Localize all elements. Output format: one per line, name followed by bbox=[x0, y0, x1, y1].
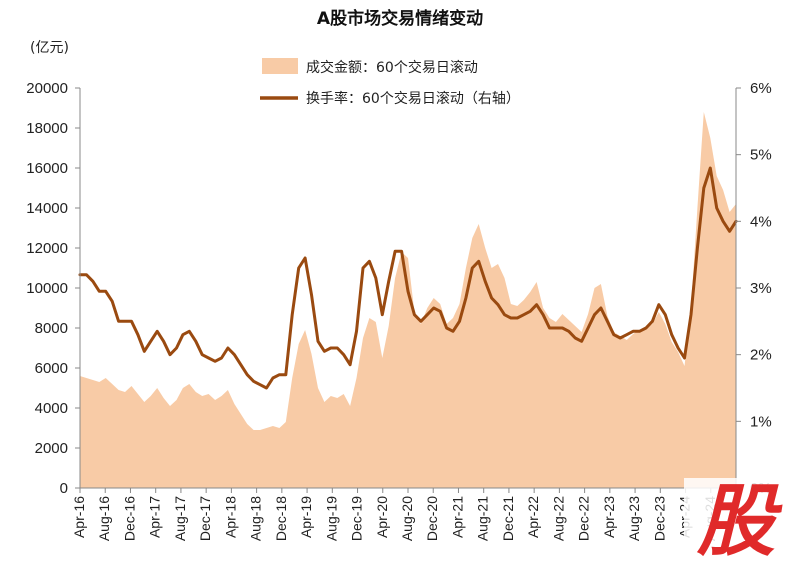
left-tick-label: 20000 bbox=[26, 80, 68, 97]
legend-line-label: 换手率：60个交易日滚动（右轴） bbox=[306, 90, 520, 107]
left-tick-label: 12000 bbox=[26, 240, 68, 257]
x-tick-label: Apr-22 bbox=[525, 496, 541, 538]
left-tick-label: 16000 bbox=[26, 160, 68, 177]
x-tick-label: Dec-17 bbox=[197, 496, 213, 541]
chart-title: A股市场交易情绪变动 bbox=[317, 8, 483, 29]
x-tick-label: Apr-16 bbox=[71, 496, 87, 538]
right-tick-label: 6% bbox=[750, 80, 772, 97]
x-tick-label: Apr-21 bbox=[449, 496, 465, 538]
x-tick-label: Aug-20 bbox=[399, 496, 415, 541]
x-axis-ticks: Apr-16 Aug-16 Dec-16 Apr-17 Aug-17 Dec-17 Apr-… bbox=[71, 488, 718, 541]
left-axis-unit: (亿元) bbox=[30, 40, 69, 56]
right-tick-label: 3% bbox=[750, 280, 772, 297]
x-tick-label: Aug-22 bbox=[550, 496, 566, 541]
line-series-path bbox=[78, 166, 738, 390]
left-tick-label: 6000 bbox=[35, 360, 68, 377]
watermark-logo: 股 bbox=[684, 477, 784, 567]
x-tick-label: Dec-18 bbox=[273, 496, 289, 541]
legend-area-label: 成交金额：60个交易日滚动 bbox=[306, 59, 478, 76]
left-axis-ticks: 0 2000 4000 6000 8000 10000 12000 14000 16000 180… bbox=[26, 80, 80, 497]
x-tick-label: Aug-21 bbox=[475, 496, 491, 541]
x-tick-label: Aug-23 bbox=[626, 496, 642, 541]
turnover-amount-area bbox=[80, 112, 736, 488]
watermark-glyph: 股 bbox=[696, 477, 783, 567]
legend-area-swatch bbox=[262, 58, 298, 74]
x-tick-label: Dec-19 bbox=[349, 496, 365, 541]
x-tick-label: Aug-18 bbox=[248, 496, 264, 541]
right-tick-label: 4% bbox=[750, 213, 772, 230]
x-tick-label: Apr-20 bbox=[374, 496, 390, 538]
left-tick-label: 18000 bbox=[26, 120, 68, 137]
left-tick-label: 14000 bbox=[26, 200, 68, 217]
left-tick-label: 2000 bbox=[35, 440, 68, 457]
x-tick-label: Dec-16 bbox=[121, 496, 137, 541]
x-tick-label: Aug-19 bbox=[323, 496, 339, 541]
left-tick-label: 4000 bbox=[35, 400, 68, 417]
x-tick-label: Apr-18 bbox=[222, 496, 238, 538]
left-tick-label: 8000 bbox=[35, 320, 68, 337]
x-tick-label: Dec-23 bbox=[651, 496, 667, 541]
left-tick-label: 0 bbox=[60, 480, 68, 497]
x-tick-label: Dec-22 bbox=[576, 496, 592, 541]
x-tick-label: Dec-21 bbox=[500, 496, 516, 541]
x-tick-label: Aug-17 bbox=[172, 496, 188, 541]
turnover-rate-line bbox=[78, 166, 738, 390]
x-tick-label: Aug-16 bbox=[96, 496, 112, 541]
x-tick-label: Dec-20 bbox=[424, 496, 440, 541]
legend: 成交金额：60个交易日滚动 换手率：60个交易日滚动（右轴） bbox=[260, 58, 520, 107]
x-tick-label: Apr-23 bbox=[601, 496, 617, 538]
right-tick-label: 1% bbox=[750, 413, 772, 430]
right-tick-label: 2% bbox=[750, 347, 772, 364]
right-axis-ticks: 0%1%2%3%4%5%6% bbox=[736, 80, 772, 497]
x-tick-label: Apr-17 bbox=[147, 496, 163, 538]
left-tick-label: 10000 bbox=[26, 280, 68, 297]
right-tick-label: 5% bbox=[750, 147, 772, 164]
x-tick-label: Apr-19 bbox=[298, 496, 314, 538]
area-series-path bbox=[80, 112, 736, 488]
